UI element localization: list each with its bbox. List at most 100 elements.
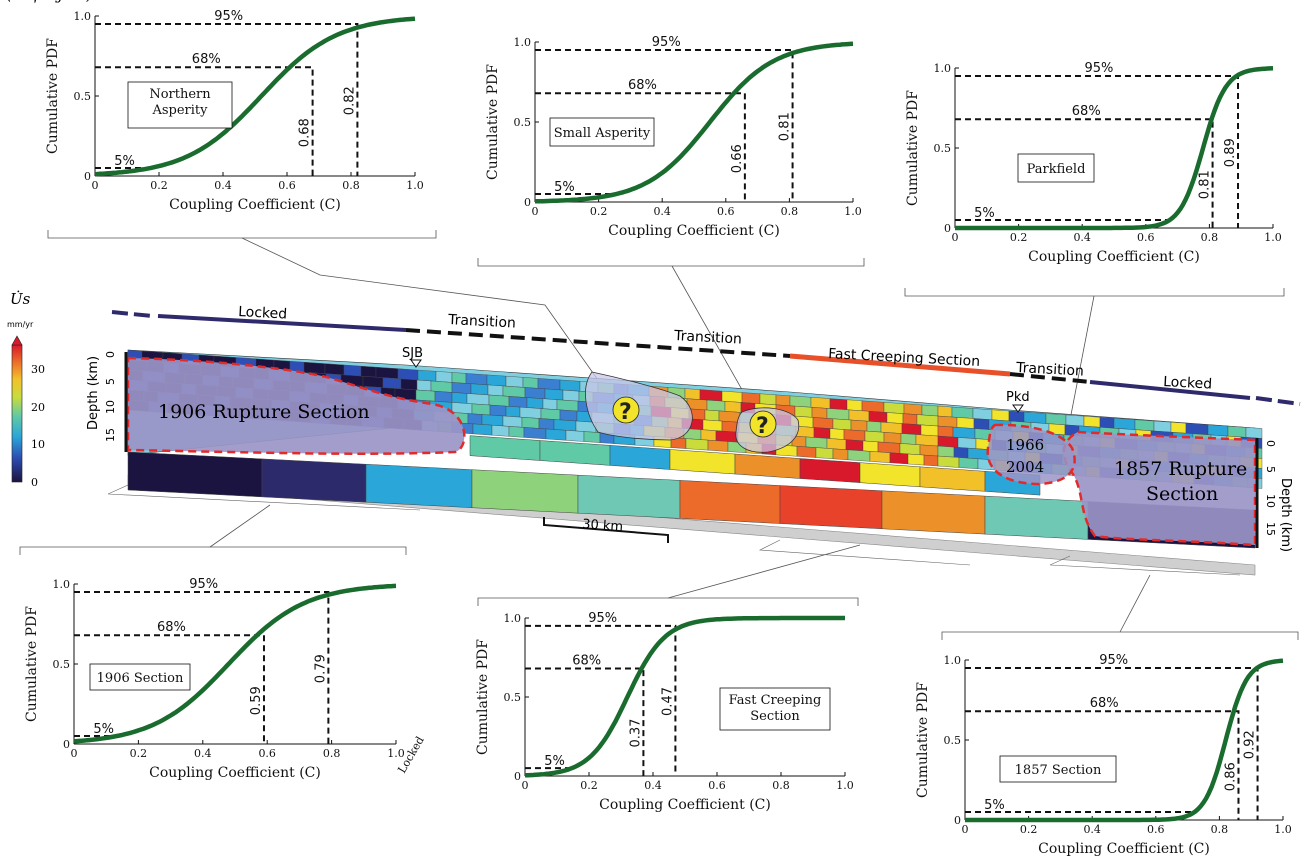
x68-value-label: 0.68 [298, 118, 313, 147]
deep-patch [577, 474, 681, 519]
fault-patch [861, 400, 885, 413]
fault-patch [759, 393, 777, 406]
panel-box [549, 117, 655, 147]
y-tick-label: 0.5 [74, 90, 92, 103]
x-tick-label: 0.8 [772, 779, 790, 792]
quantile-95-line [74, 591, 330, 744]
fault-patch [451, 392, 468, 404]
fault-patch [416, 379, 432, 392]
x-tick-label: 1.0 [836, 779, 854, 792]
fault-patch [953, 446, 969, 459]
fault-patch [684, 388, 701, 400]
x-tick-label: 0.2 [1010, 231, 1028, 244]
fault-patch [901, 423, 922, 436]
fault-patch [524, 387, 546, 400]
x-axis-label: Coupling Coefficient (C) [149, 765, 321, 781]
x-tick-label: 0.8 [1211, 823, 1229, 836]
quantile-95-line [955, 75, 1240, 228]
fault-patch [826, 408, 850, 421]
panel-box [89, 663, 191, 691]
x-tick-label: 0.2 [150, 179, 168, 192]
fault-patch [886, 412, 904, 424]
fault-patch [919, 466, 986, 492]
x-tick-label: 0.6 [258, 747, 276, 760]
panel-box-label: Asperity [151, 103, 208, 118]
fault-patch [880, 421, 903, 434]
fault-patch [907, 453, 925, 466]
fault-patch [706, 399, 726, 412]
deep-patch [261, 458, 367, 503]
fault-patch [796, 446, 817, 458]
x-tick-label: 1.0 [406, 179, 424, 192]
fault-patch [562, 389, 580, 402]
fault-patch [303, 361, 326, 374]
fault-patch [832, 448, 849, 461]
x68-value-label: 0.86 [1223, 762, 1238, 791]
fault-patch [707, 439, 729, 452]
fault-patch [704, 409, 720, 422]
fault-patch [810, 397, 831, 409]
fault-patch [545, 428, 567, 441]
fault-patch [967, 447, 990, 460]
fault-patch [491, 424, 510, 437]
fault-patch [435, 371, 453, 383]
fault-patch [813, 427, 831, 439]
x-tick-label: 0.4 [1073, 231, 1091, 244]
fault-patch [505, 405, 521, 418]
fault-patch [794, 405, 813, 418]
fault-patch [472, 423, 493, 436]
fault-patch [832, 418, 852, 431]
parkfield-zone [986, 423, 1076, 486]
quantile-95-line [535, 49, 794, 202]
fault-patch [465, 373, 488, 386]
pct-label-95: 95% [214, 9, 243, 24]
fault-patch [826, 438, 847, 450]
panel-box [719, 687, 831, 731]
svg-text:?: ? [619, 400, 632, 425]
fault-patch [451, 402, 473, 415]
fault-patch [1227, 425, 1247, 438]
y-tick-label: 1.0 [944, 654, 962, 667]
y-axis-label: Cumulative PDF [475, 639, 491, 755]
panel-box-label: Section [750, 709, 800, 724]
fault-patch [451, 382, 472, 394]
fault-patch [829, 428, 845, 440]
x-tick-label: 0.8 [781, 205, 799, 218]
deep-patch [127, 451, 263, 498]
fault-patch [1008, 410, 1025, 423]
colorbar-unit: mm/yr [7, 320, 34, 329]
colorbar-ticks: 30 20 10 0 [31, 363, 45, 489]
map-floor-outlines [107, 484, 1241, 576]
fault-patch [559, 379, 581, 392]
parkfield-year-2004: 2004 [1006, 458, 1044, 476]
fault-patch [991, 409, 1010, 422]
fault-patch [508, 396, 528, 408]
fault-patch [523, 427, 547, 440]
fault-patch [521, 417, 540, 429]
fault-patch [721, 390, 743, 403]
pct-label-68: 68% [1090, 696, 1119, 711]
pct-label-68: 68% [1072, 104, 1101, 119]
colorbar: U̇s mm/yr 30 20 10 0 [7, 290, 45, 489]
fault-patch [1045, 413, 1067, 426]
x95-value-label: 0.81 [778, 112, 793, 141]
fault-patch [400, 378, 418, 391]
x-tick-label: 1.0 [1274, 823, 1292, 836]
deep-patch [881, 490, 986, 535]
fault-patch [1185, 423, 1209, 435]
fault-patch [937, 405, 953, 418]
cdf-curve [524, 615, 845, 778]
quantile-68-line [535, 92, 746, 202]
pct-label-95: 95% [1099, 653, 1128, 668]
fault-patch [899, 443, 921, 456]
curve-annotation: P(Coupling ≤ C) [0, 0, 91, 3]
fault-patch [724, 401, 742, 413]
y-axis-label: Cumulative PDF [45, 38, 61, 154]
x-axis-label: Coupling Coefficient (C) [169, 197, 341, 213]
x-tick-label: 0.6 [717, 205, 735, 218]
fault-patch [669, 449, 736, 475]
x-axis-label: Coupling Coefficient (C) [608, 223, 780, 239]
fault-patch [559, 409, 578, 422]
fault-patch [799, 458, 861, 483]
curve-annotation: P(Coupling ≤ C) [0, 0, 91, 3]
